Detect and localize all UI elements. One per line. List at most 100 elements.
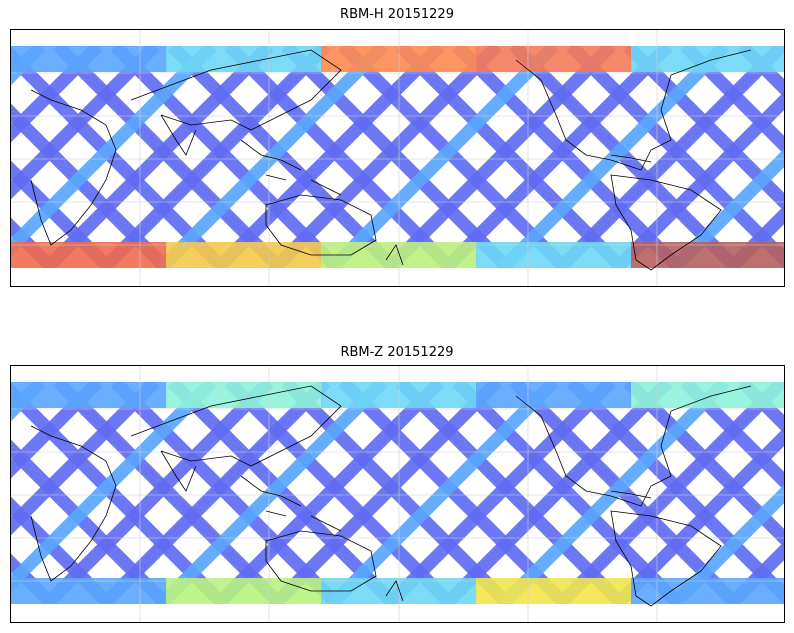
swath-descending: [384, 382, 616, 604]
swath-descending: [327, 46, 559, 268]
swath-ascending: [110, 46, 342, 268]
swath-descending: [11, 382, 217, 593]
swath-descending: [669, 484, 784, 604]
swath-ascending: [11, 553, 57, 604]
south-band-segment: [11, 578, 167, 604]
swath-descending: [726, 205, 784, 268]
coastline-path: [385, 580, 404, 602]
swath-map-rbm-h: [11, 30, 784, 286]
north-band-segment: [476, 46, 632, 72]
coastlines: [30, 385, 752, 607]
swath-ascending: [53, 46, 285, 268]
swath-descending: [11, 382, 160, 536]
gridlines: [11, 366, 784, 622]
north-band-segment: [166, 382, 322, 408]
swath-ascending: [452, 382, 684, 604]
coastline-path: [515, 49, 752, 171]
swath-descending: [612, 427, 784, 604]
swath-descending: [441, 382, 673, 604]
swath-ascending: [167, 46, 399, 268]
swath-descending: [156, 46, 388, 268]
swath-descending: [270, 382, 502, 604]
swath-descending: [99, 382, 331, 604]
coastlines: [30, 49, 752, 271]
swath-descending: [213, 382, 445, 604]
coastline-path: [610, 154, 652, 163]
swath-descending: [498, 382, 730, 604]
coastline-path: [30, 425, 117, 582]
map-title: RBM-H 20151229: [340, 7, 454, 22]
swath-descending: [327, 382, 559, 604]
swath-descending: [42, 382, 274, 604]
swath-ascending: [395, 382, 627, 604]
swath-descending: [726, 541, 784, 604]
coastline-path: [130, 385, 342, 467]
map-plot-rbm-h: [10, 29, 785, 287]
south-band-segment: [476, 578, 632, 604]
coastline-path: [385, 244, 404, 266]
coastline-path: [265, 194, 377, 256]
swath-ascending: [452, 46, 684, 268]
swath-descending: [555, 46, 784, 268]
swath-ascending: [11, 217, 57, 268]
coastline-path: [515, 385, 752, 507]
north-band-segment: [166, 46, 322, 72]
swath-descending: [612, 91, 784, 268]
swath-ascending: [53, 382, 285, 604]
swath-ascending: [737, 382, 784, 434]
swath-descending: [99, 46, 331, 268]
coastline-path: [160, 450, 197, 492]
swath-ascending: [680, 382, 784, 491]
swath-ascending: [623, 46, 784, 212]
swath-descending: [384, 46, 616, 268]
north-band-segment: [11, 46, 167, 72]
north-band-segment: [476, 382, 632, 408]
swath-ascending: [167, 382, 399, 604]
map-title: RBM-Z 20151229: [340, 345, 454, 360]
north-band-segment: [11, 382, 167, 408]
swath-descending: [11, 46, 103, 143]
coastline-path: [610, 510, 722, 607]
swath-descending: [669, 148, 784, 268]
swath-descending: [555, 382, 784, 604]
swath-ascending: [623, 382, 784, 548]
coastline-path: [30, 89, 117, 246]
swath-ascending: [110, 382, 342, 604]
coastline-path: [160, 114, 197, 156]
coastline-path: [265, 530, 377, 592]
south-band-segment: [631, 578, 784, 604]
swath-descending: [42, 46, 274, 268]
swath-map-rbm-z: [11, 366, 784, 622]
swath-descending: [213, 46, 445, 268]
south-band-segment: [631, 242, 784, 268]
swath-descending: [11, 46, 217, 257]
gridlines: [11, 30, 784, 286]
south-band-segment: [166, 578, 322, 604]
data-swaths: [11, 382, 784, 604]
swath-ascending: [566, 46, 784, 268]
swath-ascending: [224, 382, 456, 604]
swath-ascending: [11, 496, 114, 604]
data-swaths: [11, 46, 784, 268]
south-band-segment: [11, 242, 167, 268]
swath-descending: [11, 382, 103, 479]
swath-ascending: [566, 382, 784, 604]
swath-ascending: [737, 46, 784, 98]
south-band-segment: [166, 242, 322, 268]
swath-descending: [498, 46, 730, 268]
swath-ascending: [11, 439, 171, 604]
swath-ascending: [395, 46, 627, 268]
swath-ascending: [11, 103, 171, 268]
swath-descending: [441, 46, 673, 268]
swath-descending: [11, 46, 160, 200]
coastline-path: [610, 490, 652, 499]
map-plot-rbm-z: [10, 365, 785, 623]
north-band-segment: [631, 46, 784, 72]
coastline-path: [240, 475, 342, 532]
swath-descending: [156, 382, 388, 604]
north-band-segment: [631, 382, 784, 408]
coastline-path: [130, 49, 342, 131]
swath-ascending: [680, 46, 784, 155]
swath-descending: [270, 46, 502, 268]
swath-ascending: [11, 46, 228, 268]
